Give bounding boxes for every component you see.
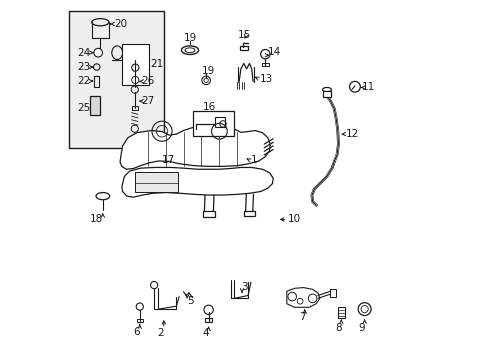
- Text: 26: 26: [141, 76, 154, 86]
- Text: 23: 23: [78, 62, 91, 72]
- Text: 14: 14: [267, 46, 281, 57]
- Bar: [192, 111, 233, 136]
- Bar: [137, 319, 142, 322]
- Polygon shape: [286, 288, 319, 307]
- Text: 11: 11: [361, 82, 374, 93]
- Text: 6: 6: [133, 327, 140, 337]
- Bar: [203, 211, 214, 217]
- Bar: [122, 44, 148, 85]
- Text: 4: 4: [203, 328, 209, 338]
- Text: 21: 21: [150, 59, 163, 69]
- Text: 18: 18: [90, 215, 103, 224]
- Circle shape: [94, 48, 102, 57]
- Text: 7: 7: [298, 312, 305, 322]
- Bar: [69, 12, 163, 148]
- Bar: [240, 46, 247, 50]
- Text: 8: 8: [334, 323, 341, 333]
- Text: 20: 20: [115, 19, 127, 29]
- Text: 16: 16: [203, 102, 216, 112]
- Bar: [262, 63, 268, 66]
- Text: 27: 27: [141, 96, 154, 106]
- Bar: [322, 91, 330, 97]
- Text: 1: 1: [250, 154, 257, 165]
- Text: 12: 12: [345, 129, 358, 139]
- Bar: [135, 172, 178, 192]
- Bar: [205, 319, 211, 322]
- Text: 17: 17: [162, 155, 175, 165]
- Text: 5: 5: [187, 296, 193, 306]
- Text: 25: 25: [78, 103, 91, 113]
- Bar: [329, 289, 336, 297]
- Bar: [214, 117, 225, 127]
- Text: 19: 19: [183, 33, 196, 43]
- Bar: [244, 211, 254, 216]
- Text: 24: 24: [78, 48, 91, 58]
- Bar: [89, 96, 100, 116]
- Bar: [337, 307, 344, 319]
- Text: 15: 15: [238, 30, 251, 40]
- Text: 3: 3: [241, 282, 247, 292]
- Text: 10: 10: [287, 215, 301, 224]
- Text: 9: 9: [358, 323, 365, 333]
- Text: 2: 2: [157, 328, 163, 338]
- Text: 22: 22: [78, 76, 91, 86]
- Bar: [132, 106, 137, 110]
- Polygon shape: [122, 167, 273, 197]
- Text: 13: 13: [259, 74, 272, 84]
- Text: 19: 19: [202, 66, 215, 76]
- Polygon shape: [120, 126, 270, 169]
- Bar: [94, 76, 99, 87]
